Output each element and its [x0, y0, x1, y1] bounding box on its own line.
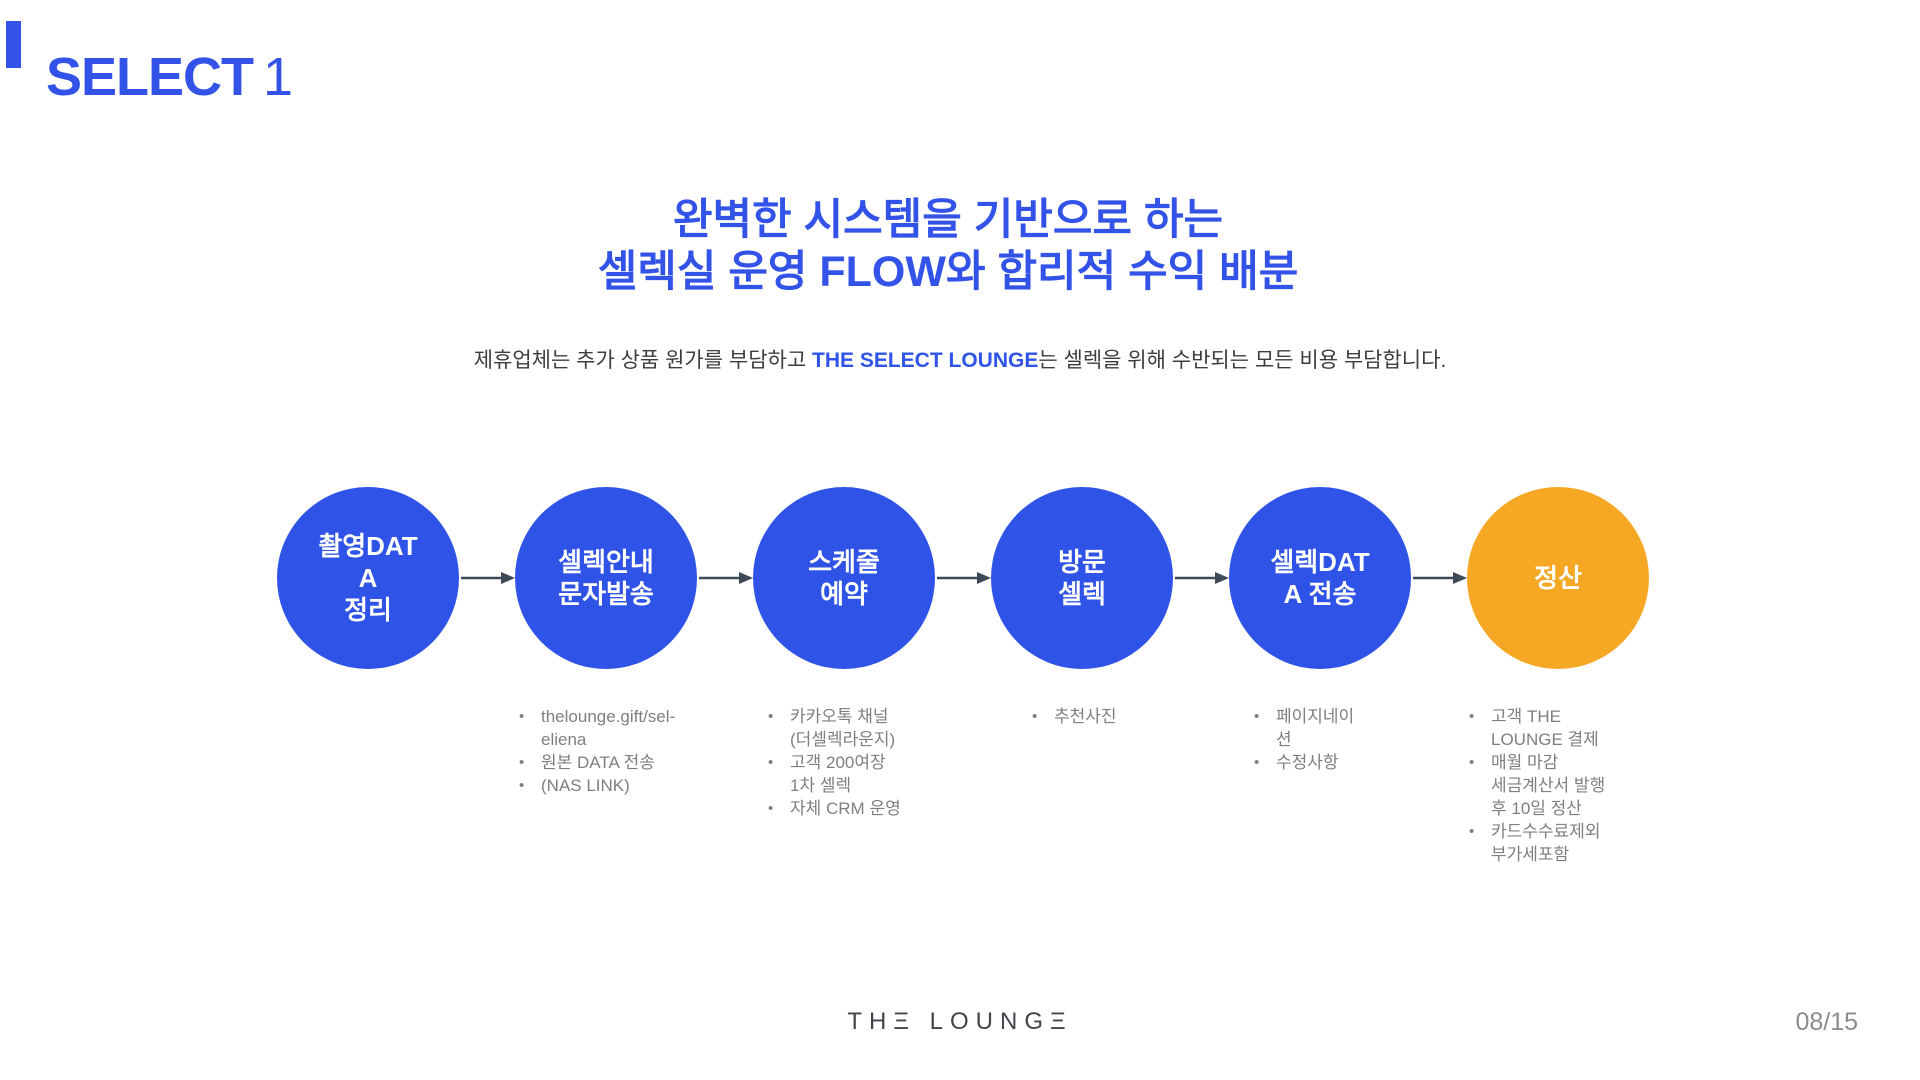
flow-step-2-circle: 셀렉안내 문자발송: [515, 487, 697, 669]
flow-step-6-notes: 고객 THE LOUNGE 결제 매월 마감 세금계산서 발행 후 10일 정산…: [1467, 705, 1652, 866]
page-title-select: SELECT: [46, 47, 254, 108]
note-item: 카카오톡 채널 (더셀렉라운지): [766, 705, 951, 751]
arrow-right-icon: [1175, 572, 1229, 584]
note-item: 수정사항: [1252, 751, 1392, 774]
flow-step-5-notes: 페이지네이 션 수정사항: [1252, 705, 1392, 774]
flow-step-4-label: 방문 셀렉: [1058, 547, 1106, 609]
note-item: (NAS LINK): [517, 774, 697, 797]
flow-step-2-label: 셀렉안내 문자발송: [558, 547, 654, 609]
arrow-right-icon: [699, 572, 753, 584]
page-number: 08/15: [1795, 1008, 1858, 1036]
flow-step-3-notes: 카카오톡 채널 (더셀렉라운지) 고객 200여장 1차 셀렉 자체 CRM 운…: [766, 705, 951, 820]
flow-step-1-label: 촬영DAT A 정리: [318, 531, 418, 625]
brand-name: THE SELECT LOUNGE: [812, 349, 1039, 372]
slide-subtitle: 제휴업체는 추가 상품 원가를 부담하고 THE SELECT LOUNGE는 …: [0, 346, 1920, 376]
page-title-number: 1: [263, 47, 293, 108]
note-item: 추천사진: [1030, 705, 1210, 728]
flow-step-4-notes: 추천사진: [1030, 705, 1210, 728]
page-title: SELECT 1: [46, 46, 293, 108]
note-item: 매월 마감 세금계산서 발행 후 10일 정산: [1467, 751, 1652, 820]
subtitle-text-pre: 제휴업체는 추가 상품 원가를 부담하고: [473, 349, 812, 372]
flow-step-4-circle: 방문 셀렉: [991, 487, 1173, 669]
note-item: 카드수수료제외 부가세포함: [1467, 820, 1652, 866]
footer-logo: THΞ LOUNGΞ: [847, 1008, 1073, 1035]
flow-step-2-notes: thelounge.gift/sel- eliena 원본 DATA 전송 (N…: [517, 705, 697, 797]
flow-step-6-circle: 정산: [1467, 487, 1649, 669]
arrow-right-icon: [1413, 572, 1467, 584]
flow-step-6-label: 정산: [1534, 563, 1582, 593]
note-item: 원본 DATA 전송: [517, 751, 697, 774]
subtitle-text-post: 는 셀렉을 위해 수반되는 모든 비용 부담합니다.: [1038, 349, 1447, 372]
slide-heading: 완벽한 시스템을 기반으로 하는 셀렉실 운영 FLOW와 합리적 수익 배분: [597, 196, 1299, 296]
flow-step-1-circle: 촬영DAT A 정리: [277, 487, 459, 669]
note-item: 고객 200여장 1차 셀렉: [766, 751, 951, 797]
flow-step-3-label: 스케줄 예약: [808, 547, 880, 609]
note-item: thelounge.gift/sel- eliena: [517, 705, 697, 751]
title-accent-bar: [6, 21, 21, 68]
note-item: 고객 THE LOUNGE 결제: [1467, 705, 1652, 751]
flow-step-5-label: 셀렉DAT A 전송: [1270, 547, 1370, 609]
arrow-right-icon: [937, 572, 991, 584]
arrow-right-icon: [461, 572, 515, 584]
flow-step-3-circle: 스케줄 예약: [753, 487, 935, 669]
note-item: 자체 CRM 운영: [766, 797, 951, 820]
note-item: 페이지네이 션: [1252, 705, 1392, 751]
flow-step-5-circle: 셀렉DAT A 전송: [1229, 487, 1411, 669]
